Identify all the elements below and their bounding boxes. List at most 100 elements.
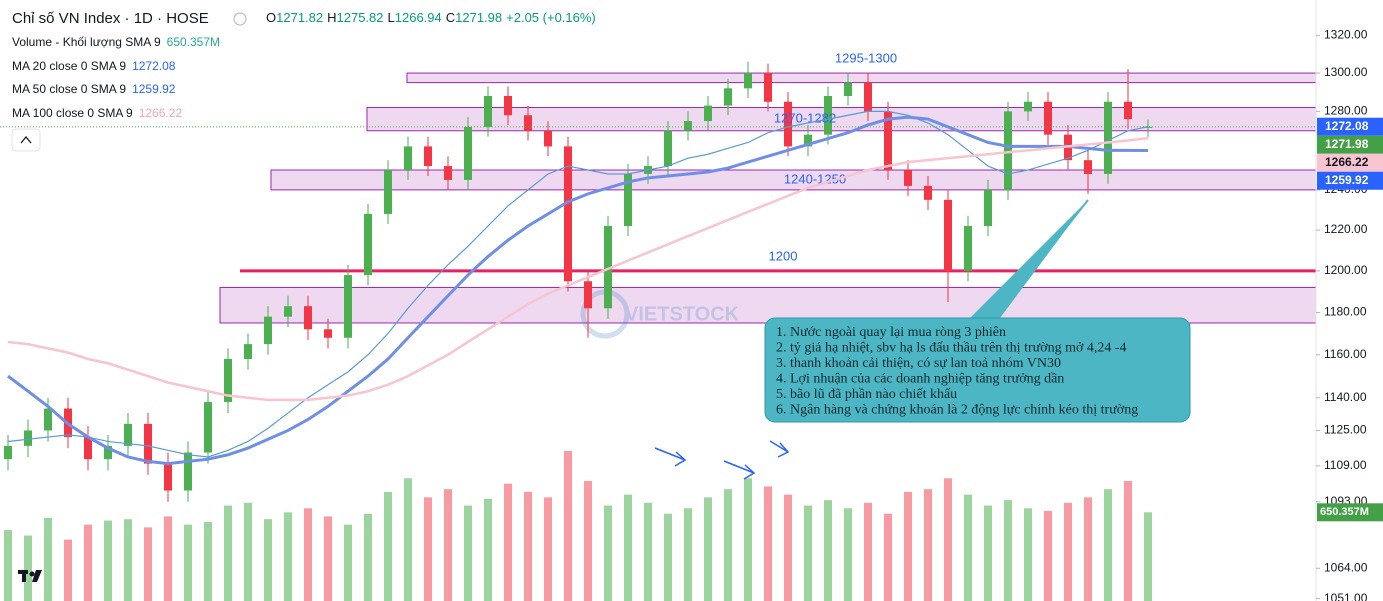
price-tag-label: 1272.08 [1325,119,1369,133]
volume-bar [304,508,312,601]
candle-body [1104,101,1112,174]
volume-bar [724,489,732,601]
candle-body [84,437,92,460]
ohlc: O1271.82 H1275.82 L1266.94 C1271.98 +2.05 (+… [266,10,596,25]
legend-value: 650.357M [167,35,220,49]
candle-body [744,73,752,89]
volume-bar [324,516,332,601]
status-dot [233,12,247,26]
note-line: 5. bão lũ đã phần nào chiết khấu [776,387,957,402]
note-line: 3. thanh khoản cải thiện, có sự lan toả … [776,356,1061,371]
y-tick-label: 1220.00 [1324,222,1368,236]
candle-body [944,199,952,271]
price-tag-label: 1271.98 [1325,137,1369,151]
note-line: 1. Nước ngoài quay lại mua ròng 3 phiên [776,325,1006,340]
volume-bar [44,517,52,601]
candle-body [404,146,412,171]
candle-body [784,101,792,147]
volume-bar [84,524,92,601]
candle-body [224,358,232,403]
zone-label: 1270-1282 [774,111,836,126]
candle-body [824,95,832,135]
watermark-text: VIETSTOCK [625,303,740,325]
candle-body [324,329,332,338]
volume-bar [404,478,412,601]
volume-bar [1064,502,1072,601]
volume-bar [964,494,972,601]
candle-body [444,166,452,180]
volume-bar [764,486,772,601]
volume-bar [1024,508,1032,601]
legend-name: MA 100 close 0 SMA 9 [12,106,133,120]
volume-bar [4,530,12,601]
price-tag-label: 1259.92 [1325,173,1369,187]
legend-name: MA 50 close 0 SMA 9 [12,82,126,96]
y-tick-label: 1300.00 [1324,65,1368,79]
note-line: 4. Lợi nhuận của các doanh nghiệp tăng t… [776,372,1064,387]
volume-bar [244,502,252,601]
candle-body [504,95,512,116]
note-line: 6. Ngân hàng và chứng khoán là 2 động lự… [776,403,1138,418]
candle-body [244,344,252,359]
y-tick-label: 1160.00 [1324,347,1367,361]
candle-body [764,73,772,102]
volume-bar [564,451,572,601]
candle-body [924,185,932,200]
candle-body [604,226,612,309]
volume-bar [824,500,832,601]
volume-bar [1144,512,1152,601]
volume-bar [984,505,992,601]
candle-body [664,130,672,167]
volume-bar [104,520,112,601]
volume-bar [744,478,752,601]
candle-body [104,445,112,460]
arrow [723,460,756,480]
arrow [654,447,687,467]
volume-bar [804,505,812,601]
level-label: 1200 [769,248,798,263]
volume-bar [944,478,952,601]
candle-body [864,82,872,112]
candle-body [124,423,132,446]
y-tick-label: 1200.00 [1324,263,1368,277]
candle-body [4,445,12,460]
volume-bar [264,519,272,601]
volume-bar [844,508,852,601]
candle-body [684,121,692,131]
candle-body [964,226,972,271]
candle-body [624,173,632,227]
ohlc-value: 1271.98 [455,10,502,25]
candle-body [24,430,32,446]
volume-bar [604,505,612,601]
note-line: 2. tỷ giá hạ nhiệt, sbv hạ ls đấu thầu t… [776,341,1127,356]
volume-bar [1004,500,1012,601]
legend-value: 1259.92 [132,82,176,96]
candle-body [1044,101,1052,135]
y-tick-label: 1320.00 [1324,27,1368,41]
volume-bar [24,535,32,601]
price-tag [1317,153,1383,172]
volume-bar [664,513,672,601]
candle-body [1124,101,1132,120]
candle-body [304,306,312,330]
collapse-button[interactable] [11,128,41,152]
volume-bar [524,491,532,601]
candle-body [484,95,492,127]
legend-value: 1272.08 [132,59,176,73]
logo-part [32,570,42,582]
candle-body [144,423,152,464]
candle-body [264,316,272,345]
candle-body [1144,126,1152,128]
legend-item: MA 20 close 0 SMA 9 1272.08 [12,59,176,73]
candle-body [1024,101,1032,112]
ohlc-label: C [446,10,455,25]
volume-bar [224,505,232,601]
volume-bar [1124,481,1132,601]
volume-bar [124,519,132,601]
volume-tag-label: 650.357M [1320,506,1369,518]
candle-body [344,275,352,338]
volume-bar [344,524,352,601]
volume-bar [784,494,792,601]
note-box [764,317,1191,423]
